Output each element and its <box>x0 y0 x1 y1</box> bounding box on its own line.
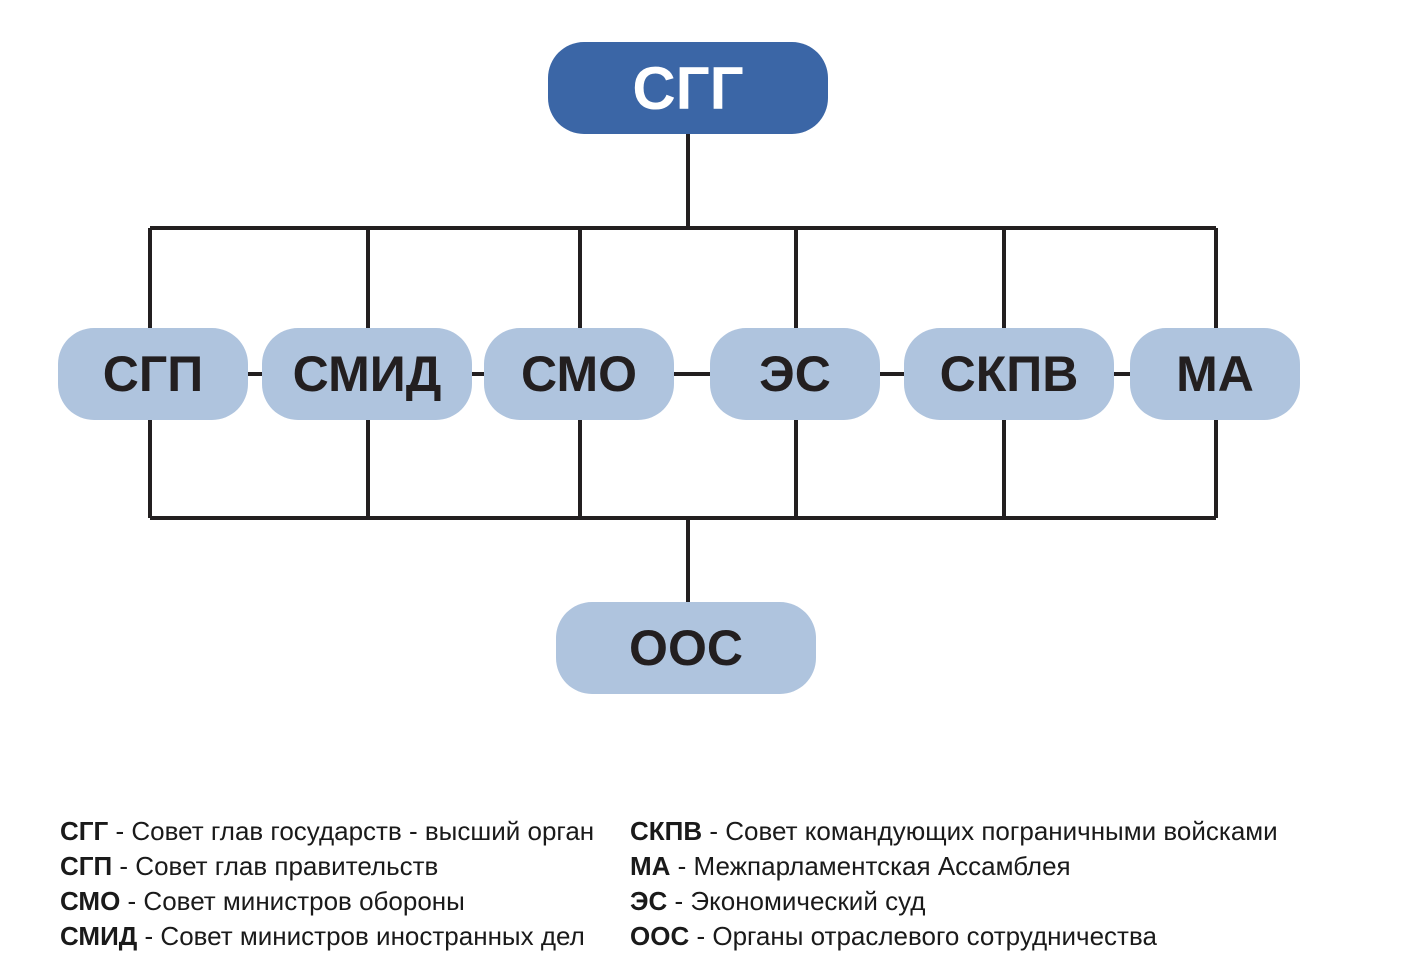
legend-abbr: СГП <box>60 851 112 881</box>
legend-item: СГГ - Совет глав государств - высший орг… <box>60 814 594 849</box>
legend-desc: - Органы отраслевого сотрудничества <box>689 921 1157 951</box>
legend-right-column: СКПВ - Совет командующих пограничными во… <box>630 814 1278 954</box>
node-label: СГГ <box>632 54 743 123</box>
legend-abbr: СМО <box>60 886 120 916</box>
org-chart-canvas: СГГ СГП СМИД СМО ЭС СКПВ МА ООС СГГ - Со… <box>0 0 1423 960</box>
legend-desc: - Совет глав правительств <box>112 851 438 881</box>
node-sgg: СГГ <box>548 42 828 134</box>
legend-desc: - Совет глав государств - высший орган <box>108 816 594 846</box>
legend-abbr: ЭС <box>630 886 667 916</box>
node-skpv: СКПВ <box>904 328 1114 420</box>
legend-desc: - Совет командующих пограничными войскам… <box>702 816 1278 846</box>
legend-item: СМИД - Совет министров иностранных дел <box>60 919 594 954</box>
legend-item: СГП - Совет глав правительств <box>60 849 594 884</box>
legend-abbr: СКПВ <box>630 816 702 846</box>
node-label: СМО <box>521 345 637 403</box>
legend-desc: - Межпарламентская Ассамблея <box>670 851 1070 881</box>
legend-abbr: СГГ <box>60 816 108 846</box>
legend-desc: - Совет министров иностранных дел <box>137 921 584 951</box>
legend-desc: - Экономический суд <box>667 886 925 916</box>
node-oos: ООС <box>556 602 816 694</box>
legend-item: СКПВ - Совет командующих пограничными во… <box>630 814 1278 849</box>
legend-item: ЭС - Экономический суд <box>630 884 1278 919</box>
node-label: ЭС <box>759 345 831 403</box>
node-label: СКПВ <box>940 345 1079 403</box>
legend-abbr: МА <box>630 851 670 881</box>
node-es: ЭС <box>710 328 880 420</box>
legend-item: МА - Межпарламентская Ассамблея <box>630 849 1278 884</box>
legend-item: СМО - Совет министров обороны <box>60 884 594 919</box>
legend-item: ООС - Органы отраслевого сотрудничества <box>630 919 1278 954</box>
node-smid: СМИД <box>262 328 472 420</box>
node-sgp: СГП <box>58 328 248 420</box>
legend-abbr: СМИД <box>60 921 137 951</box>
node-label: ООС <box>629 619 743 677</box>
node-ma: МА <box>1130 328 1300 420</box>
legend-abbr: ООС <box>630 921 689 951</box>
legend-left-column: СГГ - Совет глав государств - высший орг… <box>60 814 594 954</box>
node-smo: СМО <box>484 328 674 420</box>
legend-desc: - Совет министров обороны <box>120 886 465 916</box>
node-label: СМИД <box>293 345 442 403</box>
node-label: МА <box>1176 345 1254 403</box>
node-label: СГП <box>103 345 203 403</box>
